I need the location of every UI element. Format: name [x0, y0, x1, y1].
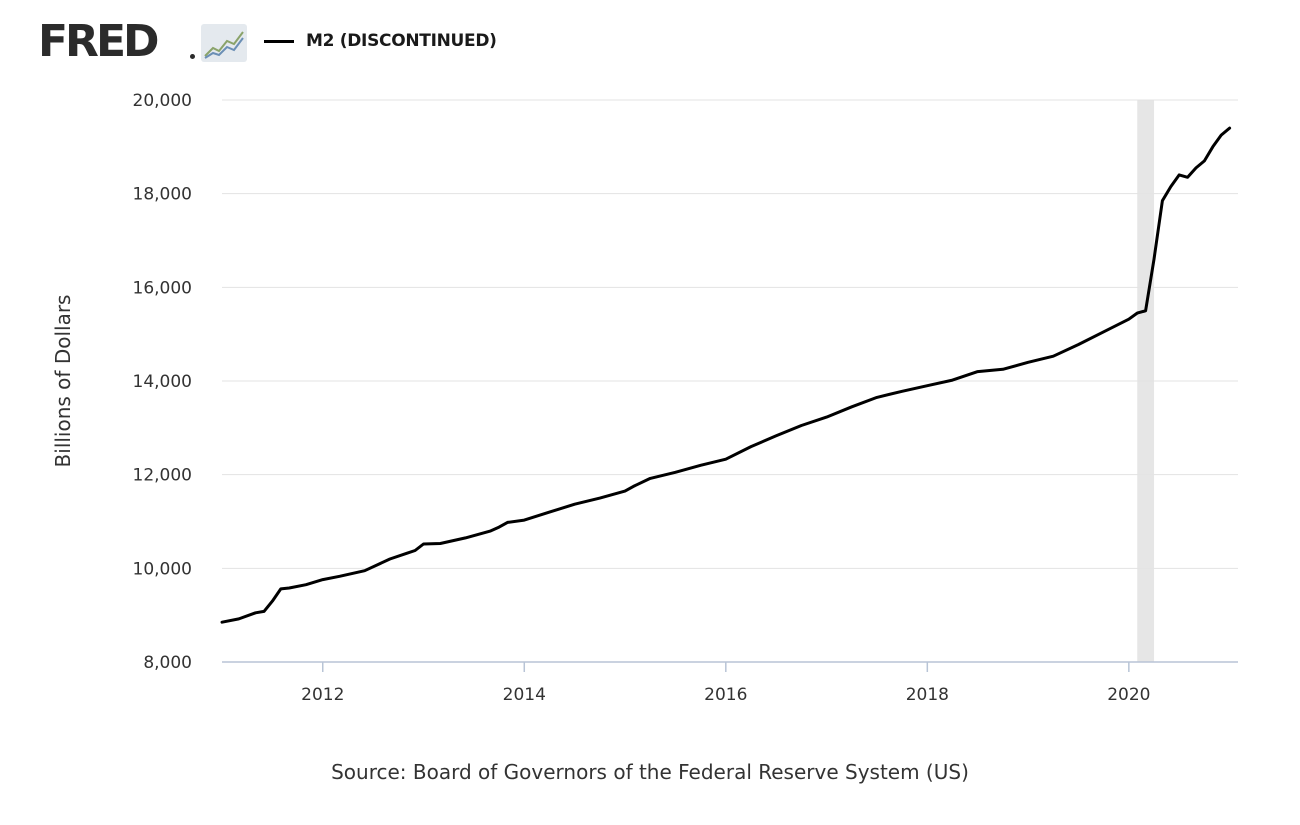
- legend: M2 (DISCONTINUED): [264, 26, 497, 56]
- chart-header: FRED M2 (DISCONTINUED): [38, 16, 738, 66]
- series-line-m2: [220, 126, 1232, 624]
- legend-swatch: [264, 39, 294, 43]
- y-tick-label: 14,000: [133, 372, 192, 392]
- x-tick-label: 2014: [503, 685, 546, 705]
- y-axis-ticks: 8,000 10,000 12,000 14,000 16,000 18,000 20,00…: [133, 91, 192, 673]
- y-tick-label: 16,000: [133, 278, 192, 298]
- fred-logo: FRED: [38, 16, 160, 67]
- y-tick-label: 8,000: [143, 653, 192, 673]
- legend-label: M2 (DISCONTINUED): [306, 31, 497, 51]
- fred-logo-dot: [190, 54, 195, 59]
- x-tick-label: 2012: [301, 685, 344, 705]
- x-tick-label: 2020: [1107, 685, 1150, 705]
- y-tick-label: 10,000: [133, 559, 192, 579]
- y-axis-label: Billions of Dollars: [51, 295, 75, 468]
- series-layer: [220, 126, 1232, 624]
- y-tick-label: 12,000: [133, 466, 192, 486]
- x-tick-label: 2016: [704, 685, 747, 705]
- line-chart: 8,000 10,000 12,000 14,000 16,000 18,000 20,00…: [51, 91, 1238, 705]
- y-tick-label: 20,000: [133, 91, 192, 111]
- x-tick-label: 2018: [906, 685, 949, 705]
- x-axis-ticks: 2012 2014 2016 2018 2020: [301, 662, 1150, 705]
- grid-lines: [222, 99, 1238, 663]
- y-tick-label: 18,000: [133, 185, 192, 205]
- line-chart-icon: [201, 24, 247, 62]
- source-note: Source: Board of Governors of the Federa…: [331, 760, 969, 784]
